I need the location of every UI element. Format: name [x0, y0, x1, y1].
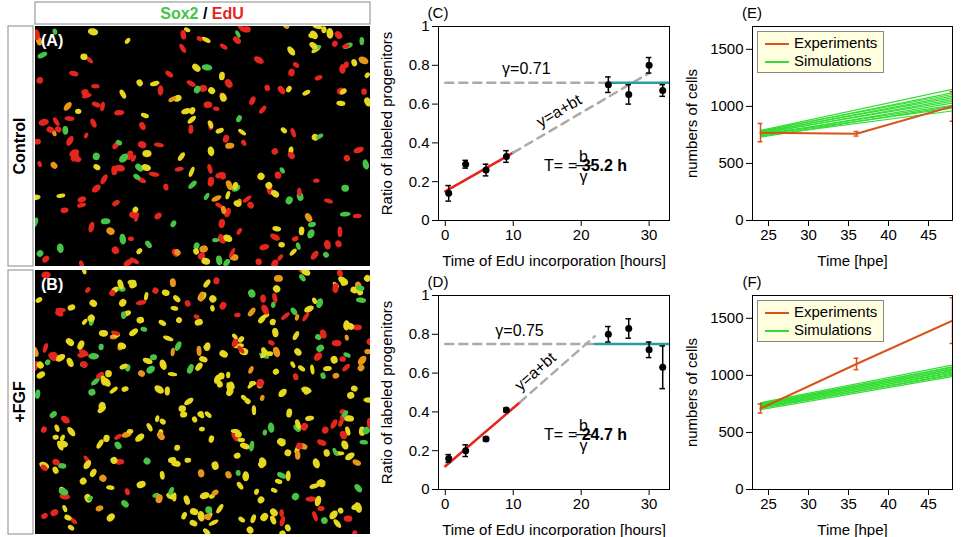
svg-text:1500: 1500	[710, 309, 743, 326]
svg-text:Ratio of labeled progenitors: Ratio of labeled progenitors	[378, 32, 395, 215]
svg-text:Time [hpe]: Time [hpe]	[817, 521, 887, 537]
svg-text:(B): (B)	[41, 276, 63, 293]
svg-text:0: 0	[735, 480, 743, 497]
svg-text:0: 0	[441, 226, 449, 243]
svg-text:= 35.2 h: = 35.2 h	[568, 157, 627, 174]
svg-text:0.6: 0.6	[409, 95, 430, 112]
svg-text:500: 500	[718, 423, 743, 440]
html-text:Experiments: Experiments	[794, 34, 878, 51]
svg-text:35: 35	[840, 226, 857, 243]
svg-text:numbers of cells: numbers of cells	[683, 338, 700, 447]
svg-text:40: 40	[880, 495, 897, 512]
svg-text:0.2: 0.2	[409, 442, 430, 459]
svg-text:1: 1	[421, 17, 430, 35]
svg-text:30: 30	[641, 226, 658, 243]
svg-text:30: 30	[800, 226, 817, 243]
svg-text:0.4: 0.4	[409, 134, 430, 151]
svg-text:1000: 1000	[710, 97, 743, 114]
svg-text:Control: Control	[11, 118, 28, 175]
svg-text:30: 30	[800, 495, 817, 512]
svg-text:γ: γ	[579, 436, 588, 454]
svg-text:γ=0.75: γ=0.75	[495, 322, 544, 339]
svg-text:(F): (F)	[742, 273, 761, 290]
svg-text:45: 45	[920, 495, 937, 512]
svg-text:+FGF: +FGF	[11, 381, 28, 423]
html-text:Simulations: Simulations	[794, 52, 872, 69]
svg-text:0.2: 0.2	[409, 173, 430, 190]
svg-text:0.6: 0.6	[409, 364, 430, 381]
svg-text:Time [hpe]: Time [hpe]	[817, 252, 887, 269]
svg-text:0.8: 0.8	[409, 56, 430, 73]
html-text:Simulations: Simulations	[794, 321, 872, 338]
svg-text:500: 500	[718, 154, 743, 171]
svg-text:10: 10	[505, 495, 522, 512]
svg-text:20: 20	[573, 495, 590, 512]
svg-text:25: 25	[760, 495, 777, 512]
svg-text:0: 0	[441, 495, 449, 512]
svg-text:0: 0	[735, 211, 743, 228]
svg-text:20: 20	[573, 226, 590, 243]
html-text:Experiments: Experiments	[794, 303, 878, 320]
svg-text:30: 30	[641, 495, 658, 512]
svg-text:0.4: 0.4	[409, 403, 430, 420]
svg-text:Sox2 / EdU: Sox2 / EdU	[160, 5, 244, 22]
svg-text:γ: γ	[579, 167, 588, 185]
svg-text:y=a+bt: y=a+bt	[533, 91, 584, 131]
svg-text:1000: 1000	[710, 366, 743, 383]
svg-text:0.8: 0.8	[409, 325, 430, 342]
svg-text:40: 40	[880, 226, 897, 243]
svg-text:numbers of cells: numbers of cells	[683, 69, 700, 178]
svg-text:= 24.7 h: = 24.7 h	[568, 426, 627, 443]
svg-text:(C): (C)	[428, 4, 449, 21]
svg-text:1500: 1500	[710, 40, 743, 57]
svg-text:γ=0.71: γ=0.71	[502, 60, 551, 77]
svg-text:Time of EdU incorporation [hou: Time of EdU incorporation [hours]	[442, 252, 666, 269]
svg-text:Ratio of labeled progenitors: Ratio of labeled progenitors	[378, 301, 395, 484]
svg-text:y=a+bt: y=a+bt	[511, 348, 559, 393]
svg-text:25: 25	[760, 226, 777, 243]
svg-text:Time of EdU incorporation [hou: Time of EdU incorporation [hours]	[442, 521, 666, 537]
svg-text:1: 1	[421, 286, 430, 304]
svg-text:(D): (D)	[428, 273, 449, 290]
svg-text:0: 0	[421, 480, 429, 497]
svg-text:(E): (E)	[742, 4, 762, 21]
svg-text:10: 10	[505, 226, 522, 243]
svg-text:T=: T=	[544, 426, 563, 443]
svg-text:(A): (A)	[41, 32, 63, 49]
svg-text:45: 45	[920, 226, 937, 243]
svg-text:0: 0	[421, 211, 429, 228]
svg-text:35: 35	[840, 495, 857, 512]
svg-text:T=: T=	[544, 157, 563, 174]
